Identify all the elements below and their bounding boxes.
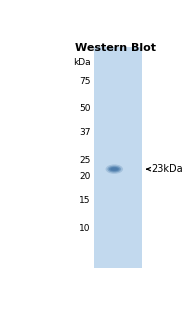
Text: 50: 50	[79, 104, 91, 113]
Bar	[94, 47, 142, 268]
Ellipse shape	[109, 167, 120, 171]
Text: 25: 25	[79, 156, 91, 165]
Text: 75: 75	[79, 77, 91, 86]
Ellipse shape	[107, 166, 121, 172]
Text: 10: 10	[79, 224, 91, 233]
Text: kDa: kDa	[73, 57, 91, 66]
Text: 20: 20	[79, 172, 91, 181]
Text: 23kDa: 23kDa	[151, 164, 183, 174]
Text: 15: 15	[79, 196, 91, 205]
Ellipse shape	[106, 164, 123, 174]
Text: Western Blot: Western Blot	[74, 43, 156, 53]
Text: 37: 37	[79, 128, 91, 137]
Ellipse shape	[111, 167, 118, 171]
